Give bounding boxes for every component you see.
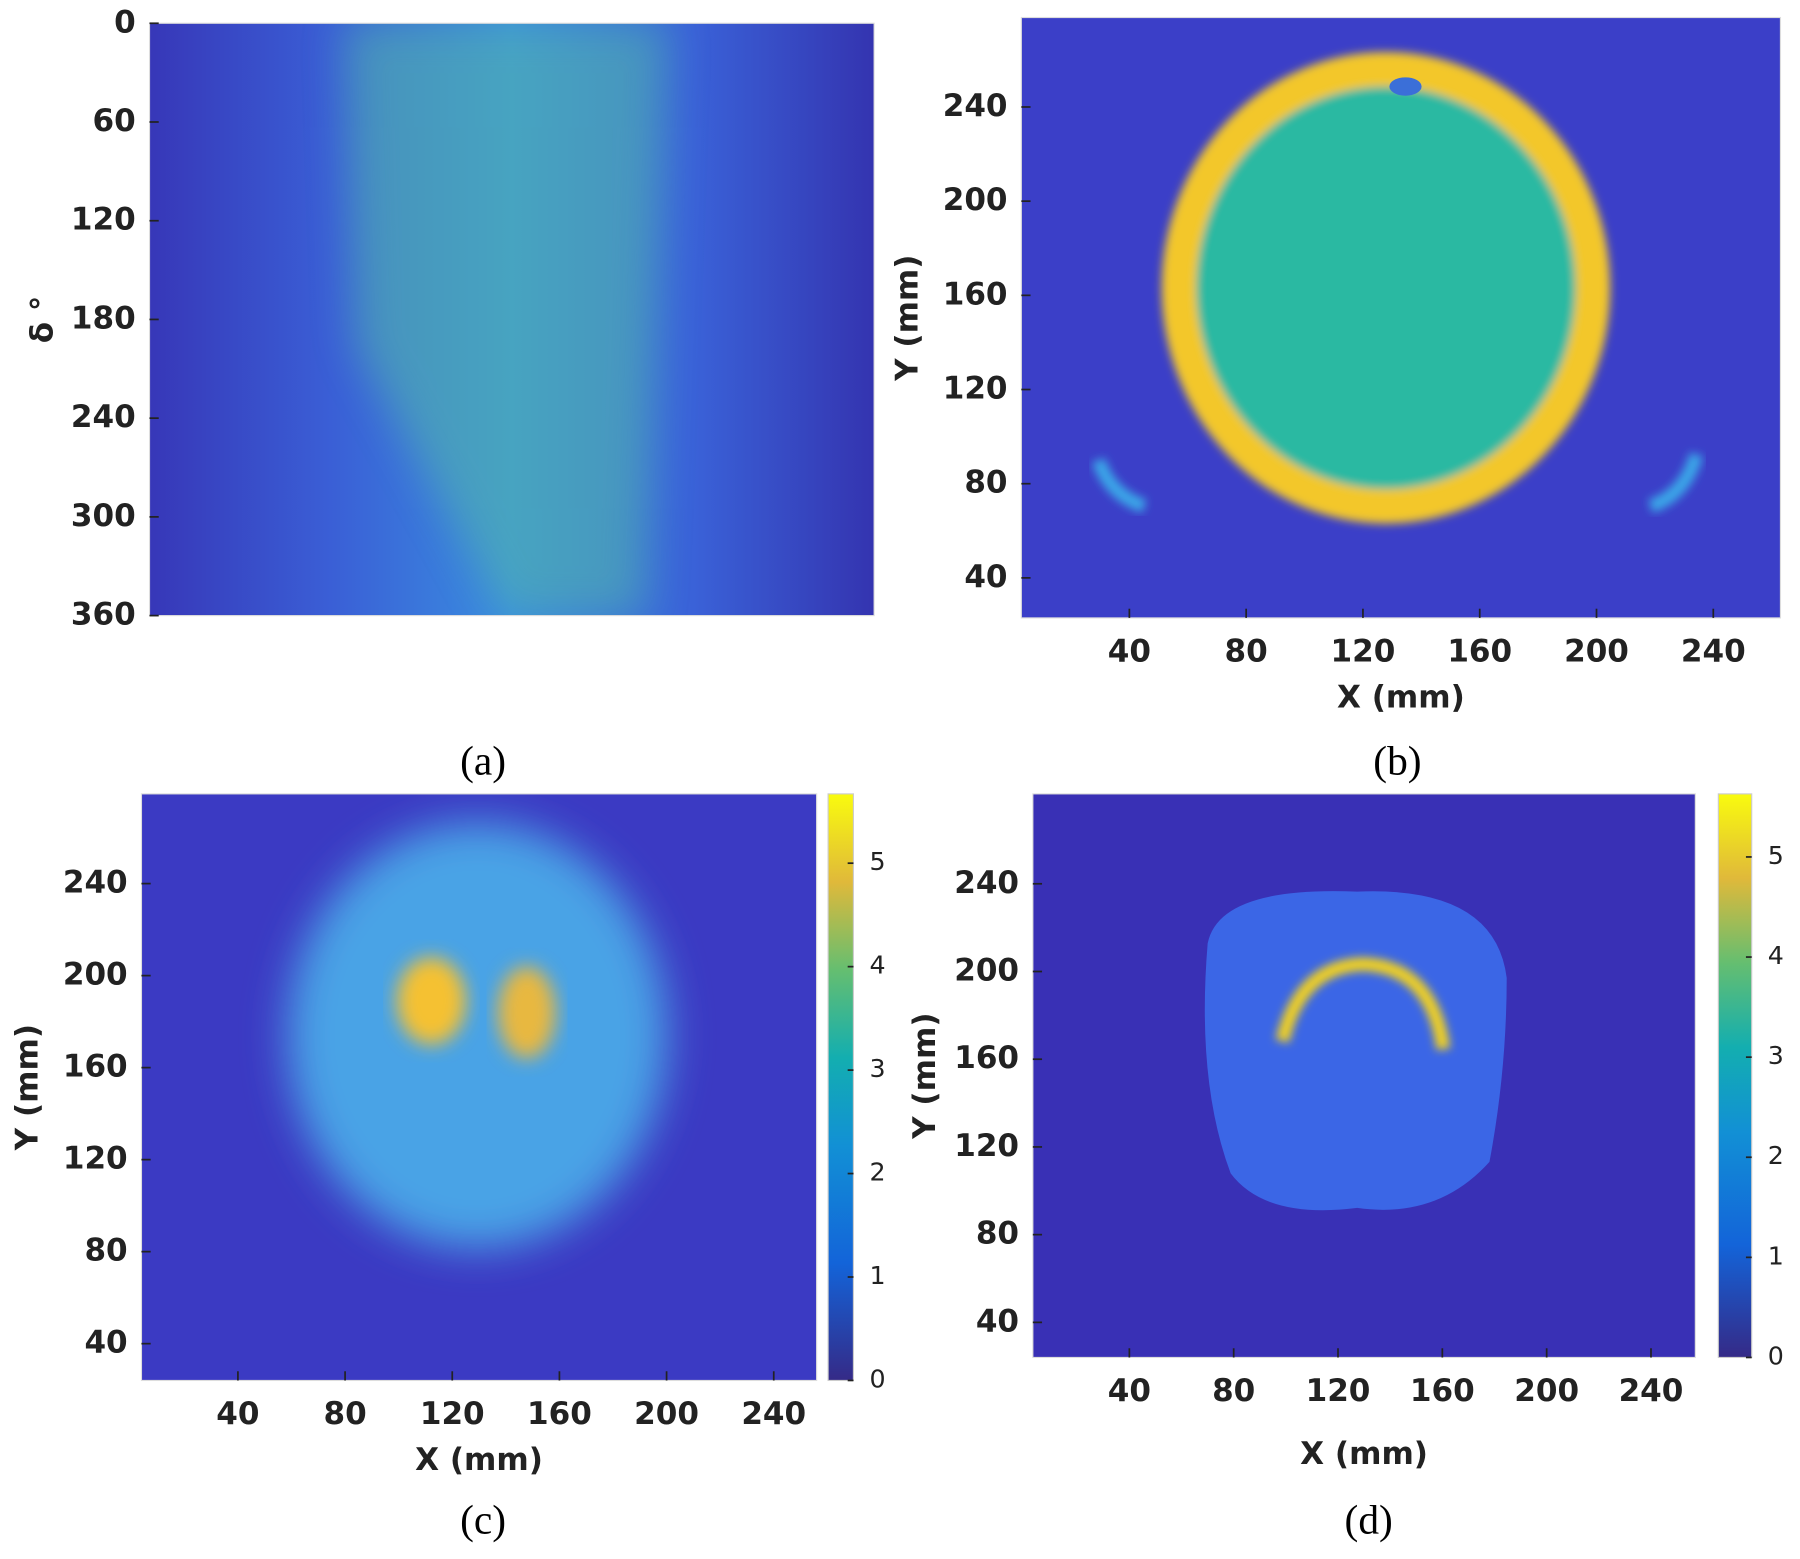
- y-tick-label: 160: [954, 1040, 1019, 1076]
- colorbar-tick-label: 4: [870, 951, 886, 980]
- y-tick-label: 240: [63, 865, 128, 901]
- image-c: [141, 793, 817, 1381]
- plot-frame: [1032, 793, 1696, 1359]
- x-tick-label: 200: [1564, 633, 1629, 669]
- y-tick-label: 240: [954, 865, 1019, 901]
- x-tick-label: 200: [1514, 1373, 1579, 1409]
- x-tick-label: 80: [1225, 633, 1268, 669]
- x-axis-label: X (mm): [1300, 1436, 1428, 1472]
- y-tick-label: 40: [84, 1325, 127, 1361]
- x-axis-label: X (mm): [1337, 679, 1465, 715]
- y-axis-label: δ °: [25, 296, 61, 344]
- y-tick-label: 160: [63, 1049, 128, 1085]
- x-tick-label: 120: [1331, 633, 1396, 669]
- plot-frame: [1020, 16, 1782, 619]
- y-tick-label: 80: [84, 1233, 127, 1269]
- image-b: [1021, 17, 1781, 618]
- y-tick-label: 180: [71, 300, 136, 336]
- x-tick-label: 40: [1108, 633, 1151, 669]
- x-tick-label: 40: [216, 1396, 259, 1432]
- colorbar-tick-label: 0: [870, 1364, 886, 1393]
- x-tick-label: 200: [634, 1396, 699, 1432]
- x-tick-label: 120: [420, 1396, 485, 1432]
- caption: (b): [1373, 738, 1421, 785]
- x-tick-label: 240: [1681, 633, 1746, 669]
- y-tick-label: 160: [943, 276, 1008, 312]
- y-tick-label: 200: [954, 953, 1019, 989]
- y-tick-label: 40: [964, 559, 1007, 595]
- colorbar-tick-label: 5: [870, 847, 886, 876]
- colorbar-tick-label: 5: [1768, 841, 1784, 870]
- colorbar: [1717, 793, 1753, 1359]
- y-axis-label: Y (mm): [10, 1024, 46, 1151]
- y-axis-label: Y (mm): [890, 255, 926, 382]
- x-tick-label: 40: [1108, 1373, 1151, 1409]
- y-tick-label: 200: [63, 957, 128, 993]
- x-tick-label: 80: [1212, 1373, 1255, 1409]
- x-tick-label: 240: [741, 1396, 806, 1432]
- y-tick-label: 40: [976, 1303, 1019, 1339]
- x-tick-label: 80: [323, 1396, 366, 1432]
- colorbar-tick-label: 0: [1768, 1341, 1784, 1370]
- colorbar-tick-label: 1: [1768, 1241, 1784, 1270]
- x-tick-label: 240: [1619, 1373, 1684, 1409]
- y-tick-label: 120: [71, 202, 136, 238]
- y-tick-label: 360: [71, 597, 136, 633]
- y-tick-label: 120: [943, 371, 1008, 407]
- image-a: [149, 23, 875, 616]
- y-tick-label: 300: [71, 498, 136, 534]
- x-tick-label: 160: [1410, 1373, 1475, 1409]
- y-axis-label: Y (mm): [907, 1012, 943, 1139]
- colorbar: [827, 793, 854, 1382]
- y-tick-label: 200: [943, 182, 1008, 218]
- y-tick-label: 120: [954, 1128, 1019, 1164]
- y-tick-label: 80: [976, 1216, 1019, 1252]
- y-tick-label: 80: [964, 465, 1007, 501]
- x-tick-label: 160: [1447, 633, 1512, 669]
- caption: (c): [460, 1497, 506, 1544]
- y-tick-label: 0: [114, 4, 136, 40]
- colorbar-tick-label: 3: [870, 1054, 886, 1083]
- y-tick-label: 240: [943, 88, 1008, 124]
- plot-frame: [140, 793, 818, 1382]
- image-d: [1032, 793, 1696, 1358]
- colorbar-tick-label: 4: [1768, 941, 1784, 970]
- colorbar-tick-label: 1: [870, 1261, 886, 1290]
- caption: (a): [460, 738, 506, 785]
- x-axis-label: X (mm): [415, 1442, 543, 1478]
- y-tick-label: 240: [71, 399, 136, 435]
- caption: (d): [1345, 1497, 1393, 1544]
- x-tick-label: 160: [527, 1396, 592, 1432]
- colorbar-tick-label: 2: [1768, 1141, 1784, 1170]
- y-tick-label: 60: [93, 103, 136, 139]
- colorbar-tick-label: 2: [870, 1158, 886, 1187]
- x-tick-label: 120: [1306, 1373, 1371, 1409]
- y-tick-label: 120: [63, 1141, 128, 1177]
- colorbar-tick-label: 3: [1768, 1041, 1784, 1070]
